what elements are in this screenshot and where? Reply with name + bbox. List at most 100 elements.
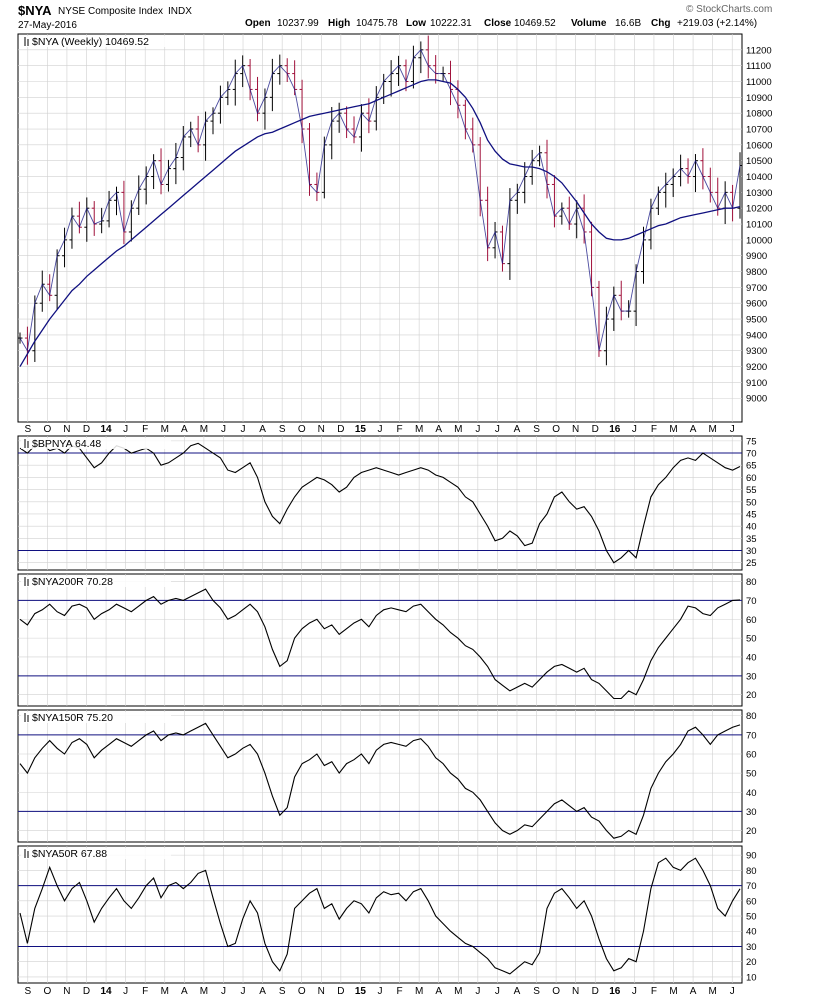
- y-tick-label: 20: [746, 826, 757, 837]
- y-tick-label: 20: [746, 957, 757, 968]
- panel-legend: $BPNYA 64.48: [21, 438, 171, 450]
- panel-legend: $NYA200R 70.28: [21, 576, 171, 588]
- x-tick-label: A: [181, 986, 188, 997]
- y-tick-label: 40: [746, 788, 757, 799]
- x-tick-label: 14: [100, 424, 112, 435]
- x-tick-label: D: [337, 424, 344, 435]
- panel-legend: $NYA150R 75.20: [21, 712, 171, 724]
- stockcharts-watermark: © StockCharts.com: [686, 4, 772, 15]
- y-tick-label: 40: [746, 652, 757, 663]
- x-tick-label: 16: [609, 986, 621, 997]
- y-tick-label: 70: [746, 730, 757, 741]
- x-tick-label: J: [632, 986, 637, 997]
- y-tick-label: 10600: [746, 140, 772, 151]
- x-tick-label: J: [730, 424, 735, 435]
- moving-average-line: [19, 79, 741, 367]
- y-tick-label: 11000: [746, 77, 772, 88]
- y-tick-label: 80: [746, 866, 757, 877]
- x-tick-label: J: [123, 986, 128, 997]
- x-tick-label: N: [318, 424, 325, 435]
- ohlc-bar: [589, 221, 595, 297]
- y-tick-label: 70: [746, 596, 757, 607]
- y-tick-label: 50: [746, 912, 757, 923]
- x-tick-label: J: [632, 424, 637, 435]
- x-tick-label: A: [435, 986, 442, 997]
- panel-2: 20 30 40 50 60 70 80 $NYA200R 70.28: [17, 573, 757, 707]
- y-tick-label: 30: [746, 671, 757, 682]
- open-value: 10237.99: [277, 18, 319, 29]
- x-tick-label: J: [475, 986, 480, 997]
- panel-3: 20 30 40 50 60 70 80 $NYA150R 75.20: [17, 709, 757, 843]
- x-tick-label: A: [435, 424, 442, 435]
- y-tick-label: 9600: [746, 299, 767, 310]
- bar-symbol-icon: [24, 37, 29, 46]
- y-tick-label: 9700: [746, 283, 767, 294]
- x-tick-label: N: [63, 986, 70, 997]
- x-tick-label: N: [63, 424, 70, 435]
- x-tick-label: J: [241, 424, 246, 435]
- x-tick-label: M: [708, 986, 716, 997]
- y-tick-label: 70: [746, 449, 757, 460]
- x-tick-label: A: [259, 986, 266, 997]
- x-tick-label: 16: [609, 424, 621, 435]
- y-tick-label: 10200: [746, 204, 772, 215]
- x-tick-label: D: [592, 986, 599, 997]
- y-tick-label: 30: [746, 546, 757, 557]
- panel-legend: $NYA (Weekly) 10469.52: [21, 36, 171, 48]
- y-tick-label: 11100: [746, 61, 771, 72]
- x-tick-label: J: [495, 424, 500, 435]
- x-tick-label: S: [279, 986, 286, 997]
- x-tick-label: M: [161, 986, 169, 997]
- y-tick-label: 20: [746, 690, 757, 701]
- x-tick-label: 14: [100, 986, 112, 997]
- x-tick-label: F: [651, 424, 657, 435]
- y-tick-label: 10: [746, 972, 757, 983]
- panel-4: 10 20 30 40 50 60 70 80 90 $NYA50R 67.88: [17, 845, 757, 984]
- y-tick-label: 9800: [746, 267, 767, 278]
- y-tick-label: 10500: [746, 156, 772, 167]
- y-tick-label: 40: [746, 522, 757, 533]
- x-tick-label: S: [24, 986, 31, 997]
- y-tick-label: 90: [746, 851, 757, 862]
- y-tick-label: 55: [746, 485, 757, 496]
- y-tick-label: 60: [746, 896, 757, 907]
- y-tick-label: 60: [746, 615, 757, 626]
- x-tick-label: S: [279, 424, 286, 435]
- low-value: 10222.31: [430, 18, 472, 29]
- x-tick-label: J: [378, 424, 383, 435]
- x-tick-label: A: [181, 424, 188, 435]
- y-tick-label: 9400: [746, 330, 767, 341]
- y-tick-label: 9200: [746, 362, 767, 373]
- legend-label: $NYA150R 75.20: [32, 712, 113, 724]
- y-tick-label: 30: [746, 807, 757, 818]
- y-tick-label: 60: [746, 750, 757, 761]
- close-label: Close: [484, 18, 512, 29]
- x-tick-label: D: [337, 986, 344, 997]
- indicator-line: [19, 857, 741, 975]
- x-tick-label: O: [298, 424, 306, 435]
- x-tick-label: M: [669, 986, 677, 997]
- x-tick-label: S: [533, 986, 540, 997]
- x-tick-label: F: [142, 424, 148, 435]
- x-tick-label: A: [690, 424, 697, 435]
- bar-symbol-icon: [24, 849, 29, 858]
- x-tick-label: M: [161, 424, 169, 435]
- y-tick-label: 65: [746, 461, 757, 472]
- low-label: Low: [406, 18, 426, 29]
- ohlc-bar: [262, 88, 268, 130]
- volume-value: 16.6B: [615, 18, 641, 29]
- x-tick-label: N: [572, 986, 579, 997]
- x-tick-label: A: [259, 424, 266, 435]
- x-tick-label: 15: [355, 986, 367, 997]
- x-tick-label: M: [415, 986, 423, 997]
- x-tick-label: J: [475, 424, 480, 435]
- x-tick-label: A: [690, 986, 697, 997]
- high-label: High: [328, 18, 350, 29]
- y-tick-label: 10700: [746, 125, 772, 136]
- legend-label: $NYA200R 70.28: [32, 576, 113, 588]
- x-tick-label: J: [730, 986, 735, 997]
- bar-symbol-icon: [24, 577, 29, 586]
- chg-label: Chg: [651, 18, 670, 29]
- x-tick-label: A: [514, 424, 521, 435]
